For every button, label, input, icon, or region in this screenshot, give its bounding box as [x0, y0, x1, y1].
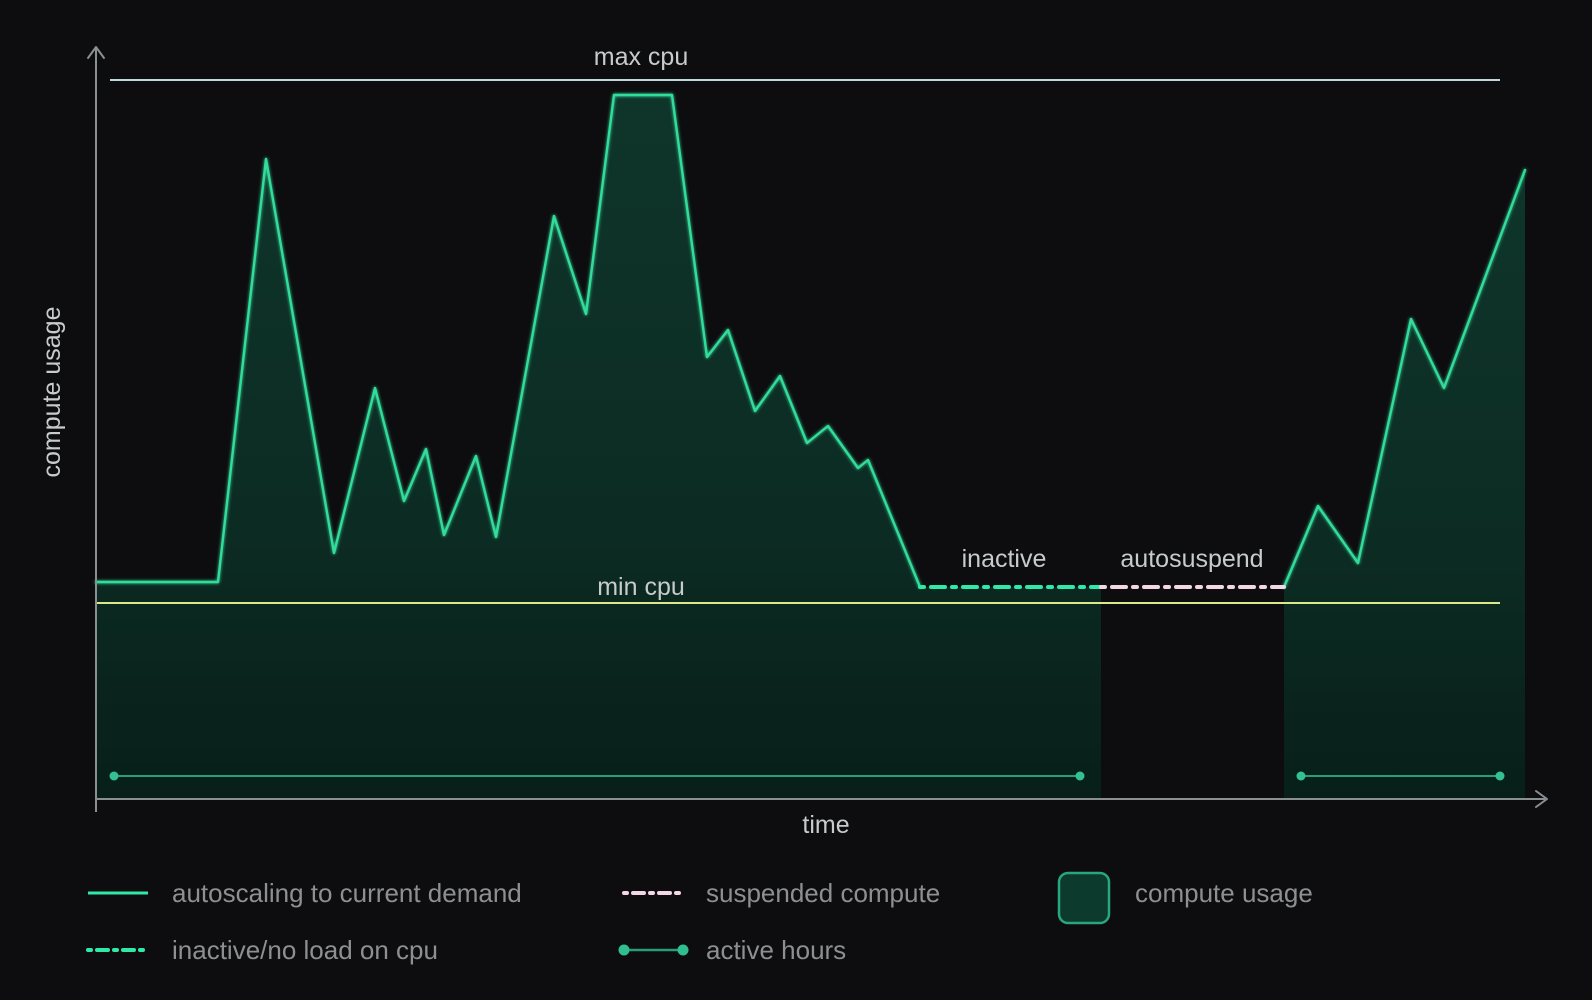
svg-text:compute usage: compute usage: [38, 307, 66, 478]
svg-text:inactive: inactive: [962, 545, 1047, 573]
svg-text:max cpu: max cpu: [594, 43, 688, 71]
svg-text:time: time: [802, 811, 849, 839]
svg-text:suspended compute: suspended compute: [706, 878, 940, 908]
svg-text:active hours: active hours: [706, 935, 846, 965]
svg-text:inactive/no load on cpu: inactive/no load on cpu: [172, 935, 438, 965]
svg-text:autosuspend: autosuspend: [1120, 545, 1263, 573]
svg-text:min cpu: min cpu: [597, 573, 685, 601]
svg-text:autoscaling to current demand: autoscaling to current demand: [172, 878, 522, 908]
svg-text:compute usage: compute usage: [1135, 878, 1313, 908]
